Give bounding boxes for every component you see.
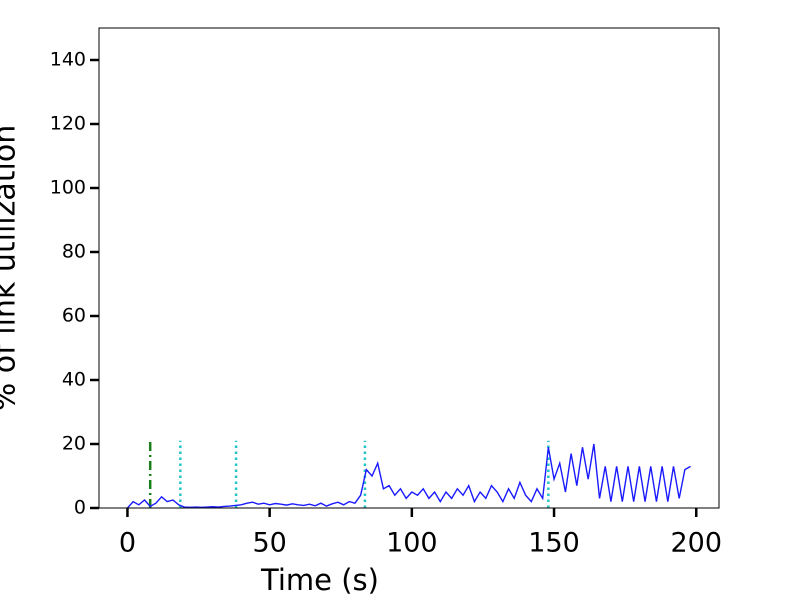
x-axis-label: Time (s) [260,563,379,597]
x-tick-label: 200 [670,528,722,559]
y-tick-label: 120 [50,113,86,135]
y-tick-label: 60 [62,305,86,327]
plot-frame [98,27,720,509]
y-tick-label: 20 [62,433,86,455]
y-axis-label: % of link utilization [0,125,23,411]
data-line [126,443,691,509]
x-tick-label: 150 [528,528,580,559]
y-tick-label: 140 [50,49,86,71]
y-tick-label: 40 [62,369,86,391]
x-tick-label: 100 [386,528,438,559]
y-tick-label: 100 [50,177,86,199]
y-tick-label: 0 [74,497,86,519]
y-tick-label: 80 [62,241,86,263]
x-tick-label: 0 [119,528,136,559]
x-tick-label: 50 [252,528,286,559]
